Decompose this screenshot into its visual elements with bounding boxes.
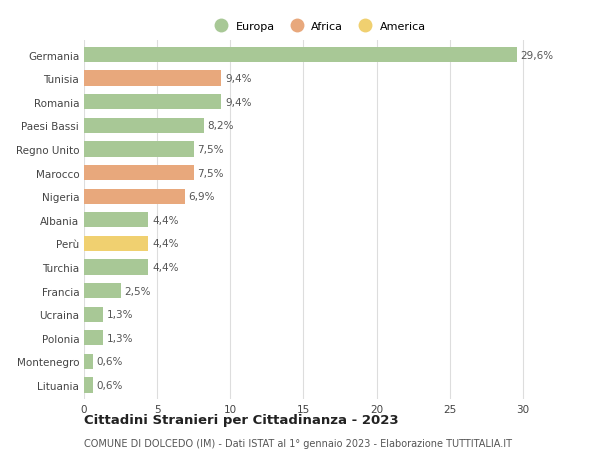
Bar (84, 378, 93, 393)
Bar (84, 260, 148, 275)
Bar (84, 283, 121, 299)
Text: 29,6%: 29,6% (521, 50, 554, 61)
Legend: Europa, Africa, America: Europa, Africa, America (210, 22, 426, 32)
Text: COMUNE DI DOLCEDO (IM) - Dati ISTAT al 1° gennaio 2023 - Elaborazione TUTTITALIA: COMUNE DI DOLCEDO (IM) - Dati ISTAT al 1… (84, 438, 512, 448)
Text: 7,5%: 7,5% (197, 168, 224, 178)
Text: 9,4%: 9,4% (225, 98, 251, 107)
Text: 7,5%: 7,5% (197, 145, 224, 155)
Bar (84, 95, 221, 110)
Text: 8,2%: 8,2% (208, 121, 234, 131)
Bar (84, 307, 103, 322)
Text: 0,6%: 0,6% (97, 380, 123, 390)
Bar (84, 236, 148, 252)
Text: 0,6%: 0,6% (97, 357, 123, 367)
Bar (84, 213, 148, 228)
Bar (84, 48, 517, 63)
Bar (84, 354, 93, 369)
Text: 6,9%: 6,9% (188, 192, 215, 202)
Bar (84, 189, 185, 204)
Bar (84, 166, 194, 181)
Bar (84, 142, 194, 157)
Text: 4,4%: 4,4% (152, 215, 179, 225)
Bar (84, 330, 103, 346)
Text: 4,4%: 4,4% (152, 263, 179, 273)
Text: 1,3%: 1,3% (107, 333, 133, 343)
Text: Cittadini Stranieri per Cittadinanza - 2023: Cittadini Stranieri per Cittadinanza - 2… (84, 413, 398, 426)
Bar (84, 71, 221, 87)
Text: 9,4%: 9,4% (225, 74, 251, 84)
Text: 1,3%: 1,3% (107, 309, 133, 319)
Text: 2,5%: 2,5% (124, 286, 151, 296)
Bar (84, 118, 204, 134)
Text: 4,4%: 4,4% (152, 239, 179, 249)
